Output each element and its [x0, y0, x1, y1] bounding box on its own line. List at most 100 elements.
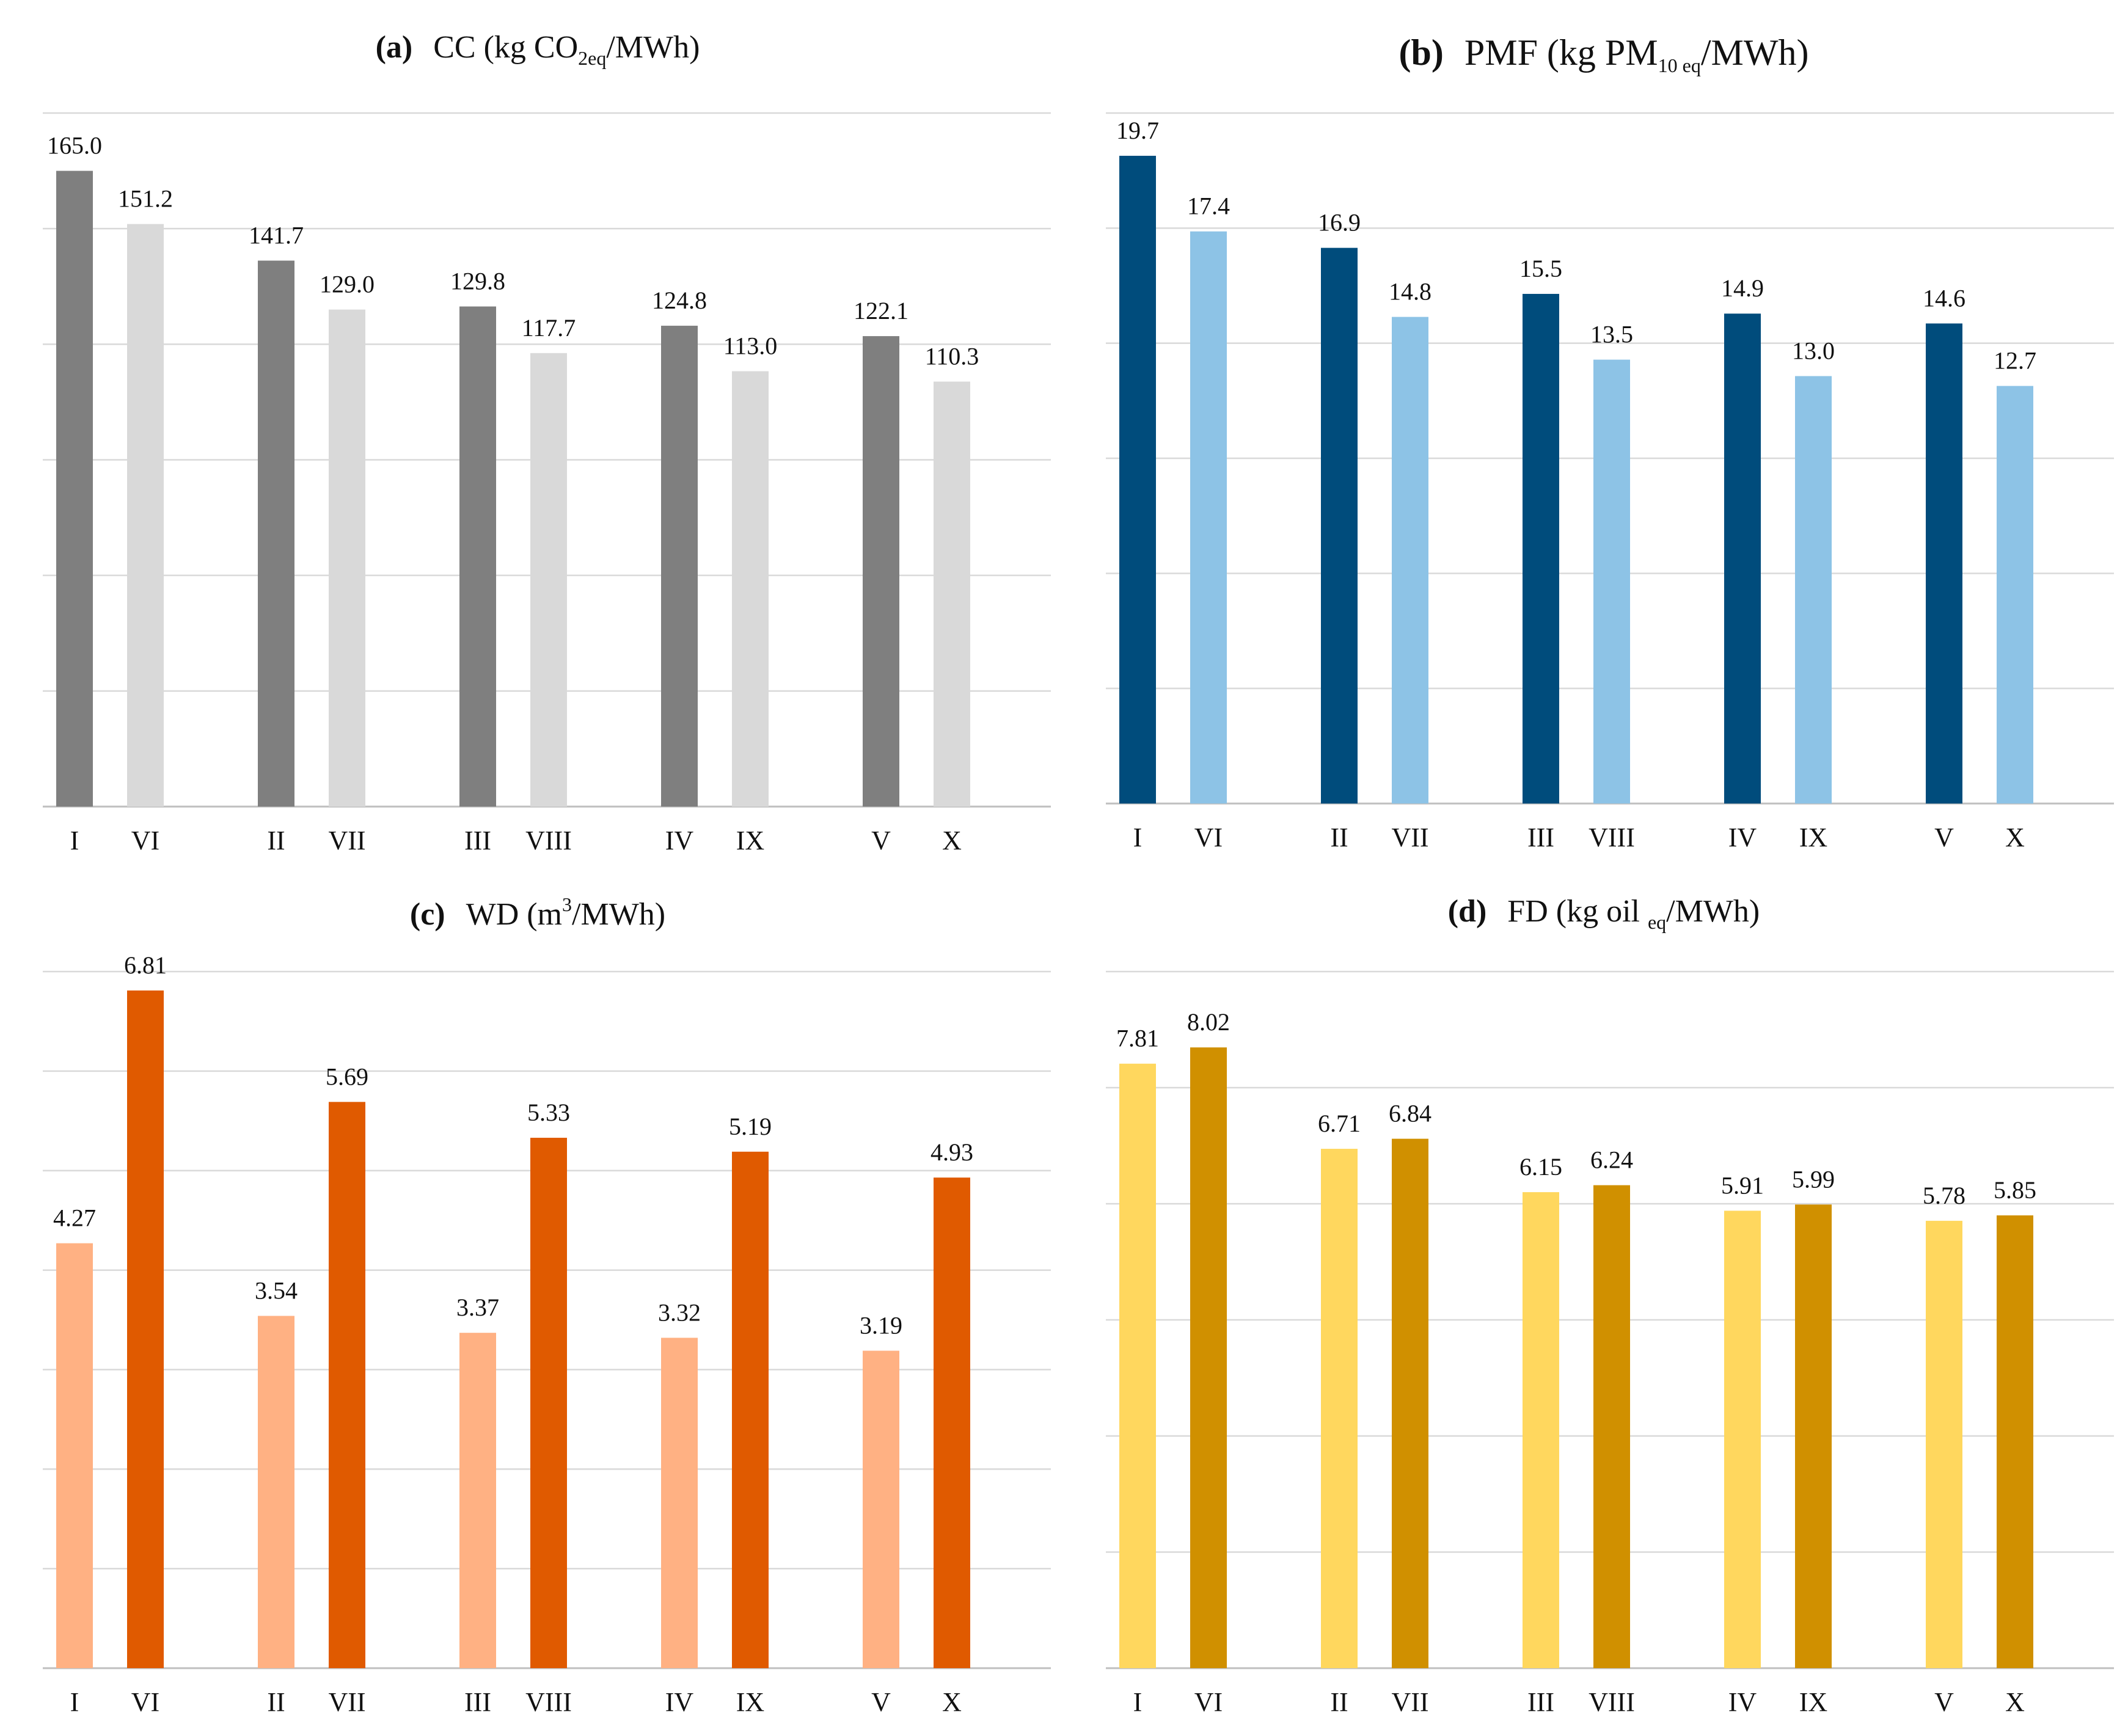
data-label-VII: 14.8: [1389, 278, 1431, 306]
data-label-I: 165.0: [47, 132, 102, 159]
bar-plot-a: 165.0 I 151.2 VI 141.7 II 129.0 VII 129.8 III 117.…: [43, 112, 1051, 855]
tick-label-II: II: [1330, 1687, 1348, 1717]
tick-label-IX: IX: [1799, 822, 1827, 852]
chart-panel-d: (d) FD (kg oil eq/MWh) 7.81 I 8.02 VI 6.71 II 6…: [1094, 874, 2114, 1736]
bar-IV: [1724, 1210, 1761, 1668]
tick-label-IX: IX: [1799, 1687, 1827, 1717]
tick-label-IV: IV: [1728, 822, 1757, 852]
title-sub: eq: [1647, 911, 1667, 933]
data-label-VIII: 5.33: [527, 1099, 570, 1126]
tick-label-V: V: [871, 1687, 891, 1717]
tick-label-II: II: [1330, 822, 1348, 852]
data-label-IV: 3.32: [658, 1298, 701, 1326]
bar-II: [258, 1316, 294, 1668]
tick-label-IX: IX: [736, 826, 764, 855]
data-label-VI: 6.81: [124, 951, 167, 979]
bar-II: [1321, 1149, 1358, 1668]
bar-IX: [1795, 376, 1832, 804]
tick-label-IV: IV: [665, 1687, 694, 1717]
bar-X: [1997, 1215, 2033, 1668]
title-sup: 3: [562, 893, 572, 915]
bar-plot-d: 7.81 I 8.02 VI 6.71 II 6.84 VII 6.15 III 6.24 VIII 5…: [1106, 970, 2114, 1717]
tick-label-IV: IV: [665, 826, 694, 855]
bar-VIII: [1593, 1185, 1630, 1668]
tick-label-IX: IX: [736, 1687, 764, 1717]
data-label-VIII: 6.24: [1590, 1146, 1633, 1174]
chart-title-c: (c) WD (m3/MWh): [24, 893, 1051, 932]
bar-VII: [329, 1102, 365, 1668]
tick-label-I: I: [70, 1687, 79, 1717]
tick-label-X: X: [942, 1687, 962, 1717]
data-label-II: 141.7: [249, 222, 304, 249]
tick-label-III: III: [1527, 1687, 1554, 1717]
chart-panel-c: (c) WD (m3/MWh) 4.27 I 6.81 VI 3.54 II 5.69 VII 3…: [24, 874, 1051, 1736]
bar-V: [863, 336, 899, 807]
bar-plot-c: 4.27 I 6.81 VI 3.54 II 5.69 VII 3.37 III 5.33 VIII 3…: [43, 951, 1051, 1717]
panel-label: (a): [375, 30, 413, 65]
data-label-X: 110.3: [925, 342, 979, 370]
bar-VI: [127, 224, 164, 807]
data-label-II: 16.9: [1318, 209, 1361, 236]
tick-label-V: V: [1934, 822, 1954, 852]
bar-X: [934, 1177, 970, 1668]
bar-IV: [661, 326, 698, 807]
bar-I: [56, 170, 93, 807]
tick-label-VI: VI: [1194, 822, 1223, 852]
bar-VI: [1190, 231, 1227, 804]
bar-IX: [1795, 1204, 1832, 1668]
data-label-X: 5.85: [1994, 1176, 2036, 1204]
tick-label-VII: VII: [1391, 822, 1428, 852]
data-label-VI: 17.4: [1187, 192, 1230, 220]
bar-III: [1523, 293, 1559, 804]
bar-V: [1926, 323, 1962, 804]
tick-label-VI: VI: [131, 826, 159, 855]
bar-III: [459, 306, 496, 807]
data-label-III: 15.5: [1519, 255, 1562, 282]
tick-label-III: III: [1527, 822, 1554, 852]
data-label-I: 19.7: [1116, 117, 1159, 144]
tick-label-I: I: [70, 826, 79, 855]
bar-III: [459, 1333, 496, 1668]
bar-IX: [732, 1151, 769, 1668]
tick-label-VIII: VIII: [525, 826, 572, 855]
bar-VIII: [1593, 359, 1630, 804]
tick-label-II: II: [267, 1687, 285, 1717]
tick-label-VI: VI: [131, 1687, 159, 1717]
title-tail: /MWh): [1700, 32, 1809, 73]
title-sub: 10 eq: [1658, 54, 1701, 76]
chart-panel-b: (b) PMF (kg PM10 eq/MWh) 19.7 I 17.4 VI 16.9 I…: [1094, 0, 2114, 868]
data-label-V: 122.1: [854, 297, 909, 324]
chart-title-a: (a) CC (kg CO2eq/MWh): [24, 29, 1051, 70]
chart-panel-a: (a) CC (kg CO2eq/MWh) 165.0 I 151.2 VI 141.7 I…: [24, 0, 1051, 868]
title-tail: /MWh): [606, 30, 700, 65]
data-label-VIII: 117.7: [522, 314, 576, 342]
tick-label-II: II: [267, 826, 285, 855]
tick-label-V: V: [1934, 1687, 1954, 1717]
data-label-III: 129.8: [450, 268, 505, 295]
tick-label-VIII: VIII: [525, 1687, 572, 1717]
tick-label-I: I: [1133, 822, 1143, 852]
bar-VII: [1392, 1138, 1428, 1668]
data-label-VI: 151.2: [118, 185, 173, 213]
title-tail: /MWh): [1666, 894, 1760, 929]
bar-plot-b: 19.7 I 17.4 VI 16.9 II 14.8 VII 15.5 III 13.5 VIII 1…: [1106, 112, 2114, 852]
bar-VI: [127, 990, 164, 1668]
bar-II: [258, 260, 294, 807]
bar-V: [1926, 1220, 1962, 1668]
chart-title-b: (b) PMF (kg PM10 eq/MWh): [1094, 32, 2114, 77]
data-label-II: 6.71: [1318, 1110, 1361, 1137]
data-label-IX: 113.0: [723, 332, 778, 359]
tick-label-IV: IV: [1728, 1687, 1757, 1717]
bar-IX: [732, 371, 769, 807]
data-label-VII: 6.84: [1389, 1100, 1431, 1127]
bar-IV: [661, 1338, 698, 1668]
data-label-VIII: 13.5: [1590, 321, 1633, 348]
title-main: FD (kg oil: [1507, 894, 1648, 929]
bar-VI: [1190, 1047, 1227, 1668]
data-label-IV: 124.8: [652, 287, 707, 314]
title-tail: /MWh): [572, 897, 666, 932]
bar-VII: [329, 309, 365, 807]
tick-label-VII: VII: [328, 826, 365, 855]
data-label-I: 4.27: [53, 1204, 96, 1232]
panel-label: (b): [1399, 32, 1444, 73]
